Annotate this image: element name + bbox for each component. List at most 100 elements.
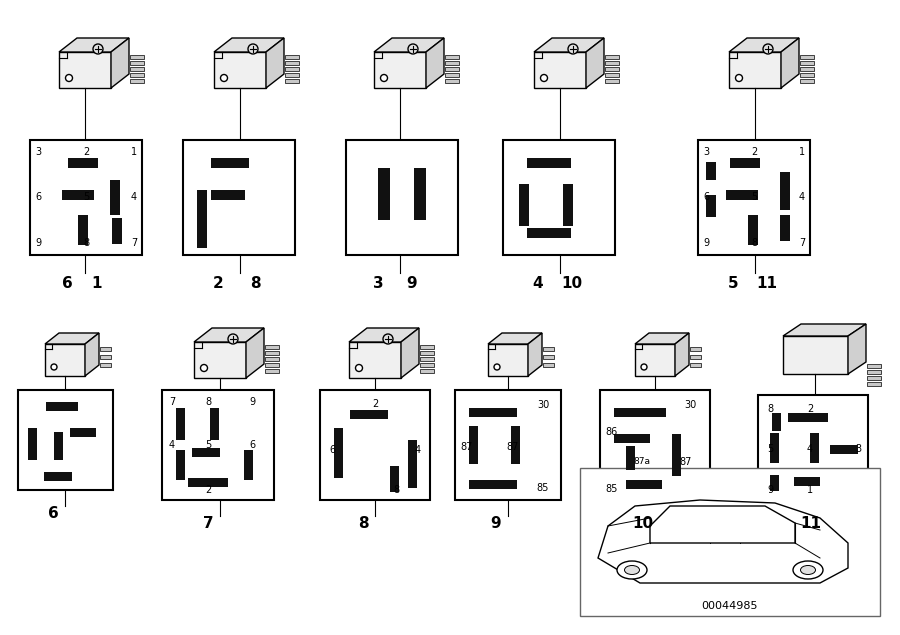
Bar	[788, 413, 828, 422]
Bar	[197, 220, 207, 248]
Bar	[130, 55, 144, 59]
Circle shape	[541, 74, 547, 81]
Bar	[469, 426, 478, 464]
Text: 4: 4	[807, 444, 813, 454]
Circle shape	[248, 44, 258, 54]
Bar	[527, 228, 571, 238]
Text: 9: 9	[249, 397, 255, 407]
Bar	[445, 67, 459, 71]
Text: 30: 30	[684, 400, 696, 410]
Text: 4: 4	[130, 192, 137, 202]
Bar	[800, 67, 814, 71]
Bar	[780, 172, 790, 210]
Bar	[600, 390, 710, 500]
Bar	[794, 477, 820, 486]
Bar	[100, 363, 111, 367]
Text: 9: 9	[407, 276, 418, 290]
Bar	[780, 215, 790, 241]
Circle shape	[356, 364, 363, 371]
Bar	[800, 61, 814, 65]
Text: 11: 11	[800, 516, 822, 531]
Bar	[635, 344, 675, 376]
Bar	[62, 190, 94, 200]
Text: 85: 85	[606, 484, 618, 494]
Text: 2: 2	[807, 404, 813, 414]
Bar	[46, 402, 78, 411]
Bar	[420, 369, 434, 373]
Text: 6: 6	[61, 276, 72, 290]
Bar	[420, 345, 434, 349]
Bar	[265, 357, 279, 361]
Bar	[867, 376, 881, 380]
Bar	[285, 79, 299, 83]
Bar	[408, 440, 417, 488]
Text: 5: 5	[751, 192, 757, 202]
Bar	[543, 355, 554, 359]
Circle shape	[201, 364, 208, 371]
Bar	[378, 168, 390, 220]
Circle shape	[66, 74, 73, 81]
Text: 4: 4	[169, 440, 176, 450]
Bar	[605, 61, 619, 65]
Polygon shape	[586, 38, 604, 88]
Circle shape	[408, 44, 418, 54]
Text: 85: 85	[536, 483, 549, 493]
Bar	[605, 55, 619, 59]
Bar	[800, 73, 814, 77]
Polygon shape	[729, 38, 799, 52]
Text: 6: 6	[328, 445, 335, 455]
Text: 3: 3	[855, 444, 861, 454]
Text: 7: 7	[130, 238, 137, 248]
Bar	[68, 158, 98, 168]
Bar	[192, 448, 220, 457]
Text: 10: 10	[562, 276, 582, 290]
Bar	[519, 184, 529, 226]
Bar	[78, 215, 88, 245]
Bar	[503, 140, 615, 255]
Circle shape	[381, 74, 388, 81]
Polygon shape	[635, 333, 689, 344]
Bar	[534, 52, 586, 88]
Bar	[800, 79, 814, 83]
Bar	[390, 466, 399, 492]
Bar	[285, 67, 299, 71]
Bar	[110, 180, 120, 215]
Text: 8: 8	[393, 485, 399, 495]
Bar	[100, 347, 111, 351]
Bar	[511, 426, 520, 464]
Bar	[265, 369, 279, 373]
Bar	[210, 408, 219, 440]
Text: 2: 2	[205, 485, 212, 495]
Polygon shape	[534, 38, 604, 52]
Text: 2: 2	[751, 147, 757, 157]
Bar	[45, 344, 85, 376]
Ellipse shape	[625, 566, 640, 575]
Text: 00044985: 00044985	[702, 601, 758, 611]
Bar	[420, 351, 434, 355]
Text: 4: 4	[799, 192, 806, 202]
Ellipse shape	[617, 561, 647, 579]
Bar	[830, 445, 858, 454]
Text: 87: 87	[461, 442, 473, 452]
Text: 5: 5	[767, 444, 773, 454]
Bar	[626, 480, 662, 489]
Bar	[197, 190, 207, 228]
Text: 10: 10	[633, 516, 653, 531]
Bar	[54, 432, 63, 460]
Bar	[176, 408, 185, 440]
Bar	[758, 395, 868, 500]
Circle shape	[494, 364, 500, 370]
Bar	[770, 475, 779, 491]
Text: 4: 4	[415, 445, 421, 455]
Bar	[346, 140, 458, 255]
Polygon shape	[85, 333, 99, 376]
Bar	[772, 413, 781, 431]
Bar	[730, 158, 760, 168]
Text: 8: 8	[767, 404, 773, 414]
Bar	[445, 79, 459, 83]
Text: 7: 7	[169, 397, 176, 407]
Bar	[285, 61, 299, 65]
Text: 4: 4	[533, 276, 544, 290]
Bar	[130, 79, 144, 83]
Text: 8: 8	[83, 238, 89, 248]
